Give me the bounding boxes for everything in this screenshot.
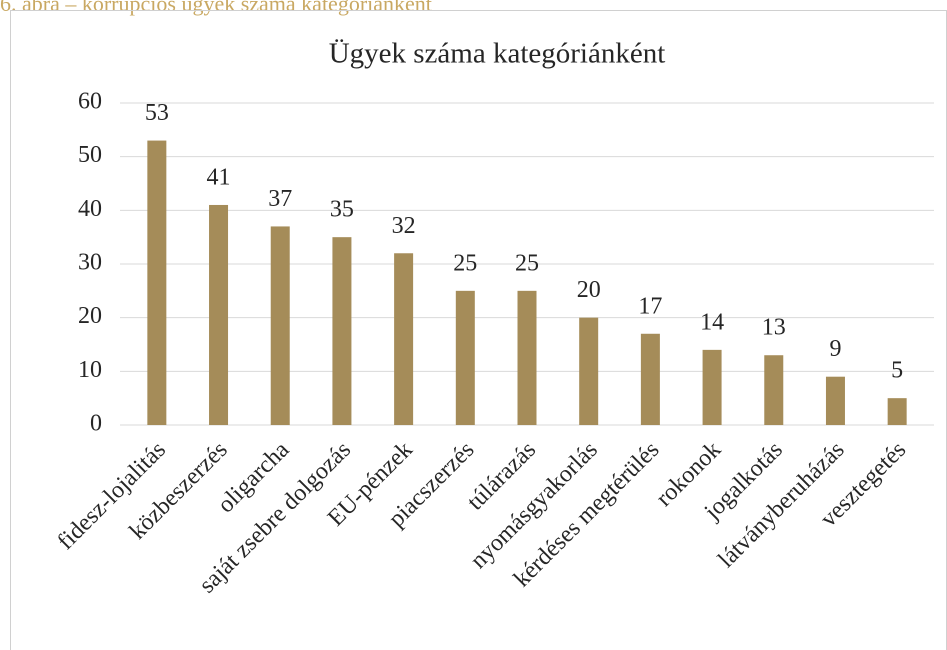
bar xyxy=(887,398,907,425)
data-label: 17 xyxy=(638,293,662,319)
y-tick-label: 0 xyxy=(90,411,102,437)
bar xyxy=(517,290,537,425)
data-label: 14 xyxy=(700,309,724,335)
y-tick-label: 60 xyxy=(78,89,102,115)
y-tick-label: 50 xyxy=(78,142,102,168)
bar xyxy=(394,253,414,425)
bar xyxy=(825,376,845,425)
bar xyxy=(209,204,229,425)
data-label: 13 xyxy=(762,315,786,341)
data-label: 32 xyxy=(392,213,416,239)
data-label: 41 xyxy=(207,164,231,190)
caption: 6. ábra – korrupciós ügyek száma kategór… xyxy=(0,0,432,16)
bar xyxy=(270,226,290,425)
y-tick-label: 40 xyxy=(78,196,102,222)
data-label: 35 xyxy=(330,197,354,223)
data-label: 5 xyxy=(891,358,903,384)
bar xyxy=(640,333,660,425)
bar xyxy=(147,140,167,426)
x-tick-label: fidesz-lojalitás xyxy=(53,437,171,555)
data-label: 25 xyxy=(515,250,539,276)
data-label: 9 xyxy=(829,336,841,362)
data-label: 25 xyxy=(453,250,477,276)
data-label: 20 xyxy=(577,277,601,303)
bar xyxy=(579,317,599,425)
y-tick-label: 10 xyxy=(78,357,102,383)
chart-title: Ügyek száma kategóriánként xyxy=(329,38,666,70)
bar xyxy=(764,355,784,425)
data-label: 53 xyxy=(145,100,169,126)
y-tick-label: 30 xyxy=(78,250,102,276)
bar xyxy=(455,290,475,425)
bar xyxy=(702,349,722,425)
y-tick-label: 20 xyxy=(78,303,102,329)
bar xyxy=(332,237,352,425)
data-label: 37 xyxy=(268,186,292,212)
